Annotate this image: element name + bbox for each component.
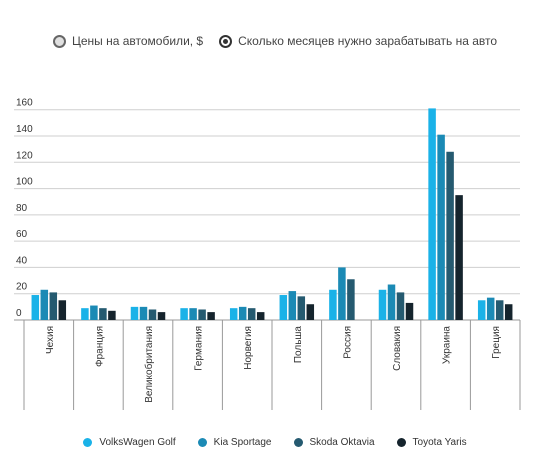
legend-item-golf[interactable]: VolksWagen Golf <box>83 437 176 448</box>
y-tick-label-8: 160 <box>16 98 33 109</box>
toggle-months-to-earn[interactable]: Сколько месяцев нужно зарабатывать на ав… <box>219 34 497 48</box>
legend-label-sportage: Kia Sportage <box>213 437 272 448</box>
x-tick-label-9: Греция <box>491 326 502 359</box>
bar-7-3[interactable] <box>405 302 414 320</box>
y-tick-label-6: 120 <box>16 150 33 161</box>
bar-0-3[interactable] <box>58 300 67 320</box>
x-tick-label-8: Украина <box>442 326 453 365</box>
bar-7-0[interactable] <box>378 289 387 320</box>
bar-9-0[interactable] <box>477 300 486 320</box>
bar-0-0[interactable] <box>31 295 40 320</box>
bar-2-1[interactable] <box>139 306 148 320</box>
bar-7-2[interactable] <box>396 292 405 320</box>
x-tick-label-7: Словакия <box>392 326 403 371</box>
bar-5-1[interactable] <box>288 291 297 320</box>
bar-5-3[interactable] <box>306 304 315 320</box>
bar-7-1[interactable] <box>387 284 396 320</box>
bar-1-1[interactable] <box>90 305 98 320</box>
toggle-months-to-earn-label: Сколько месяцев нужно зарабатывать на ав… <box>238 34 498 48</box>
x-tick-label-2: Великобритания <box>143 326 155 403</box>
toggle-car-prices[interactable]: Цены на автомобили, $ <box>52 34 204 48</box>
x-tick-label-0: Чехия <box>45 326 56 354</box>
bar-8-0[interactable] <box>428 108 436 321</box>
metric-toggle-group: Цены на автомобили, $ Сколько месяцев ну… <box>0 34 550 48</box>
y-tick-label-1: 20 <box>16 282 28 293</box>
bar-4-3[interactable] <box>256 312 265 320</box>
bar-2-0[interactable] <box>130 306 139 320</box>
bar-9-3[interactable] <box>504 304 513 320</box>
radio-car-prices[interactable] <box>52 34 66 48</box>
bar-4-1[interactable] <box>238 306 247 320</box>
legend-label-yaris: Toyota Yaris <box>412 437 467 448</box>
bar-1-3[interactable] <box>108 310 116 320</box>
bar-4-0[interactable] <box>229 308 238 320</box>
radio-months-to-earn[interactable] <box>219 34 233 48</box>
bar-6-1[interactable] <box>338 267 346 320</box>
legend-item-yaris[interactable]: Toyota Yaris <box>396 437 467 448</box>
bar-1-0[interactable] <box>81 308 89 320</box>
legend-label-golf: VolksWagen Golf <box>99 437 176 448</box>
bar-3-1[interactable] <box>189 308 197 320</box>
bar-9-1[interactable] <box>486 297 495 320</box>
x-tick-label-3: Германия <box>194 326 205 371</box>
x-tick-label-5: Польша <box>293 326 304 364</box>
bar-2-2[interactable] <box>148 309 157 320</box>
x-tick-label-4: Норвегия <box>243 326 254 370</box>
legend-item-sportage[interactable]: Kia Sportage <box>197 437 272 448</box>
bar-8-2[interactable] <box>446 151 454 320</box>
y-tick-label-3: 60 <box>16 229 28 240</box>
bar-2-3[interactable] <box>157 312 166 320</box>
bar-5-0[interactable] <box>279 295 288 320</box>
bar-1-2[interactable] <box>99 308 107 320</box>
bar-0-1[interactable] <box>40 289 49 320</box>
y-tick-label-2: 40 <box>16 255 28 266</box>
legend-swatch-golf <box>83 438 93 447</box>
bar-3-0[interactable] <box>180 308 188 320</box>
legend-item-oktavia[interactable]: Skoda Oktavia <box>293 437 375 448</box>
bar-4-2[interactable] <box>247 308 256 320</box>
y-tick-label-7: 140 <box>16 124 33 135</box>
y-tick-label-5: 100 <box>16 177 33 188</box>
y-tick-label-0: 0 <box>16 308 22 319</box>
bar-3-2[interactable] <box>198 309 206 320</box>
bar-0-2[interactable] <box>49 292 58 320</box>
bar-5-2[interactable] <box>297 296 306 320</box>
toggle-car-prices-label: Цены на автомобили, $ <box>71 34 204 48</box>
bar-3-3[interactable] <box>207 312 215 320</box>
x-tick-label-6: Россия <box>342 326 353 359</box>
y-tick-label-4: 80 <box>16 203 28 214</box>
bar-6-2[interactable] <box>347 279 355 320</box>
legend-swatch-yaris <box>396 438 406 447</box>
legend: VolksWagen Golf Kia Sportage Skoda Oktav… <box>0 437 550 448</box>
legend-label-oktavia: Skoda Oktavia <box>309 437 375 448</box>
x-tick-label-1: Франция <box>94 326 105 367</box>
bar-6-0[interactable] <box>329 289 337 320</box>
bar-9-2[interactable] <box>495 300 504 320</box>
bar-8-1[interactable] <box>437 134 445 320</box>
legend-swatch-sportage <box>197 438 207 447</box>
legend-swatch-oktavia <box>293 438 303 447</box>
bar-8-3[interactable] <box>455 195 463 320</box>
